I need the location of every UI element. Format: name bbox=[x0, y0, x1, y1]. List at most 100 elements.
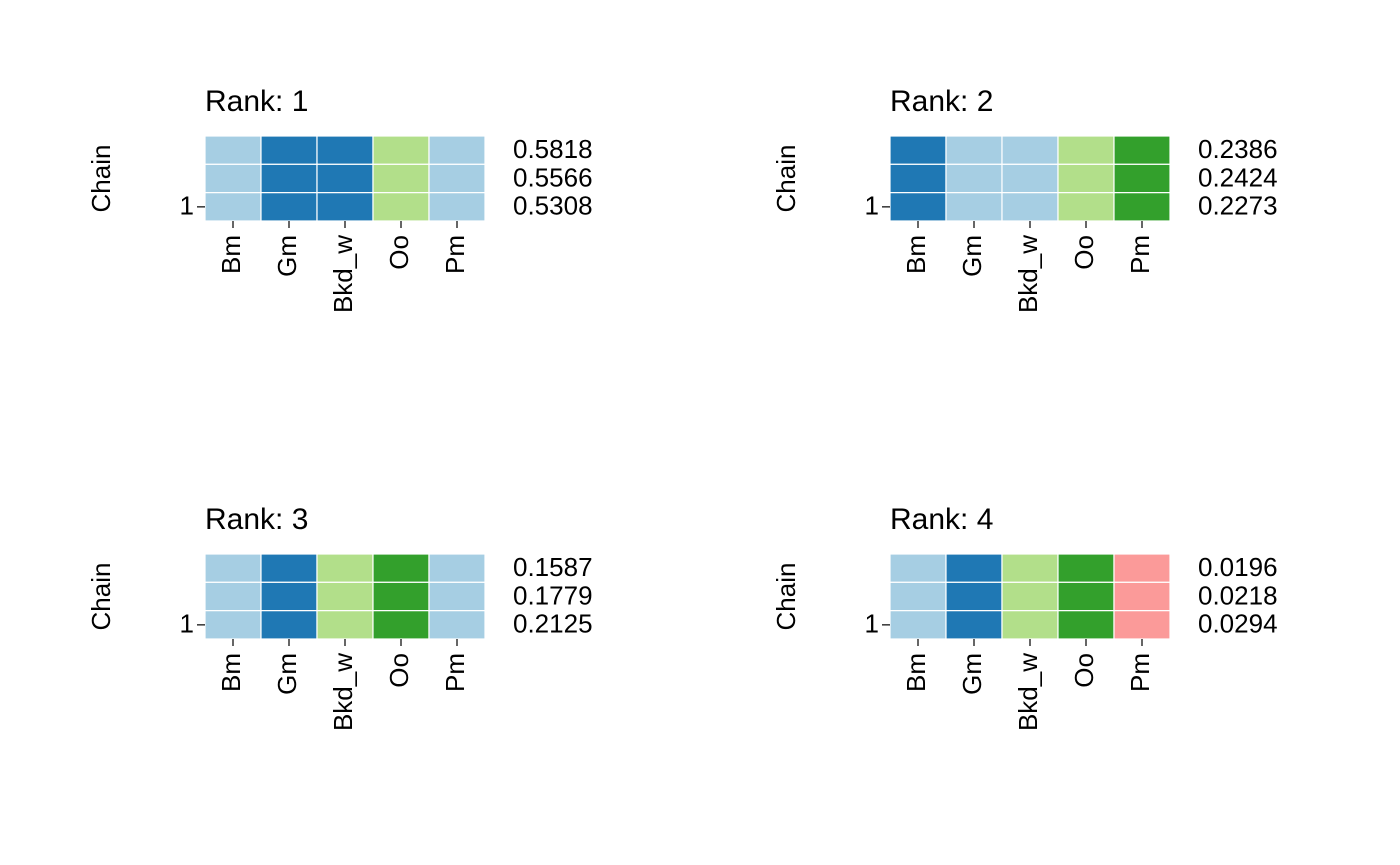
value-label: 0.2125 bbox=[513, 609, 593, 639]
tile bbox=[1057, 192, 1115, 222]
tile bbox=[372, 553, 430, 583]
tile bbox=[316, 163, 374, 194]
x-tick-label: Bkd_w bbox=[1013, 235, 1043, 313]
tile bbox=[945, 581, 1003, 612]
x-tick-label: Oo bbox=[384, 235, 414, 270]
value-label: 0.0294 bbox=[1198, 609, 1278, 639]
tile bbox=[316, 192, 374, 222]
y-axis-label: Chain bbox=[86, 563, 116, 631]
tile bbox=[889, 163, 947, 194]
tile bbox=[260, 135, 318, 165]
tile bbox=[204, 135, 262, 165]
x-tick-label: Pm bbox=[440, 235, 470, 274]
tile bbox=[428, 163, 486, 194]
panel-title: Rank: 4 bbox=[890, 503, 993, 536]
tile bbox=[428, 192, 486, 222]
tile bbox=[889, 610, 947, 640]
tile bbox=[316, 581, 374, 612]
value-label: 0.5308 bbox=[513, 191, 593, 221]
value-label: 0.5566 bbox=[513, 162, 593, 192]
tile bbox=[372, 163, 430, 194]
tile bbox=[428, 553, 486, 583]
tile bbox=[1057, 163, 1115, 194]
tile bbox=[1113, 135, 1171, 165]
tile bbox=[428, 610, 486, 640]
x-tick-label: Bkd_w bbox=[328, 235, 358, 313]
tile bbox=[1113, 553, 1171, 583]
tile bbox=[428, 581, 486, 612]
y-axis-label: Chain bbox=[86, 145, 116, 213]
x-tick-label: Bm bbox=[901, 235, 931, 274]
tile bbox=[1001, 553, 1059, 583]
tile bbox=[889, 192, 947, 222]
tile bbox=[260, 610, 318, 640]
tile bbox=[1001, 581, 1059, 612]
tile bbox=[260, 553, 318, 583]
tile bbox=[889, 581, 947, 612]
x-tick-label: Bkd_w bbox=[328, 653, 358, 731]
tile bbox=[1001, 135, 1059, 165]
tile bbox=[316, 610, 374, 640]
tile bbox=[204, 163, 262, 194]
x-tick-label: Oo bbox=[1069, 235, 1099, 270]
tile bbox=[204, 553, 262, 583]
value-label: 0.2273 bbox=[1198, 191, 1278, 221]
tile bbox=[945, 192, 1003, 222]
tile bbox=[372, 135, 430, 165]
y-axis-label: Chain bbox=[771, 563, 801, 631]
tile bbox=[260, 192, 318, 222]
x-tick-label: Oo bbox=[1069, 653, 1099, 688]
panel-title: Rank: 1 bbox=[205, 85, 308, 118]
tile bbox=[204, 610, 262, 640]
value-label: 0.2424 bbox=[1198, 162, 1278, 192]
tile bbox=[1113, 581, 1171, 612]
value-label: 0.1587 bbox=[513, 552, 593, 582]
panel-title: Rank: 3 bbox=[205, 503, 308, 536]
tile bbox=[204, 192, 262, 222]
tile bbox=[316, 135, 374, 165]
x-tick-label: Pm bbox=[1125, 235, 1155, 274]
value-label: 0.1779 bbox=[513, 580, 593, 610]
x-tick-label: Pm bbox=[1125, 653, 1155, 692]
tile bbox=[945, 135, 1003, 165]
tile bbox=[1113, 163, 1171, 194]
y-tick-label: 1 bbox=[180, 191, 194, 221]
x-tick-label: Gm bbox=[957, 235, 987, 277]
tile bbox=[1001, 163, 1059, 194]
tile bbox=[204, 581, 262, 612]
tile bbox=[889, 553, 947, 583]
x-tick-label: Gm bbox=[272, 653, 302, 695]
x-tick-label: Gm bbox=[957, 653, 987, 695]
tile bbox=[1057, 135, 1115, 165]
tile bbox=[316, 553, 374, 583]
y-tick-label: 1 bbox=[180, 609, 194, 639]
tile bbox=[1113, 610, 1171, 640]
tile bbox=[372, 192, 430, 222]
tile bbox=[945, 163, 1003, 194]
tile bbox=[428, 135, 486, 165]
x-tick-label: Gm bbox=[272, 235, 302, 277]
panel-title: Rank: 2 bbox=[890, 85, 993, 118]
tile bbox=[372, 610, 430, 640]
tile bbox=[1001, 610, 1059, 640]
value-label: 0.2386 bbox=[1198, 134, 1278, 164]
tile bbox=[945, 610, 1003, 640]
y-axis-label: Chain bbox=[771, 145, 801, 213]
x-tick-label: Bm bbox=[216, 653, 246, 692]
x-tick-label: Oo bbox=[384, 653, 414, 688]
x-tick-label: Bm bbox=[901, 653, 931, 692]
tile bbox=[1057, 553, 1115, 583]
tile bbox=[260, 581, 318, 612]
tile bbox=[889, 135, 947, 165]
tile bbox=[1001, 192, 1059, 222]
x-tick-label: Pm bbox=[440, 653, 470, 692]
tile bbox=[1113, 192, 1171, 222]
tile bbox=[1057, 610, 1115, 640]
value-label: 0.0196 bbox=[1198, 552, 1278, 582]
y-tick-label: 1 bbox=[865, 609, 879, 639]
